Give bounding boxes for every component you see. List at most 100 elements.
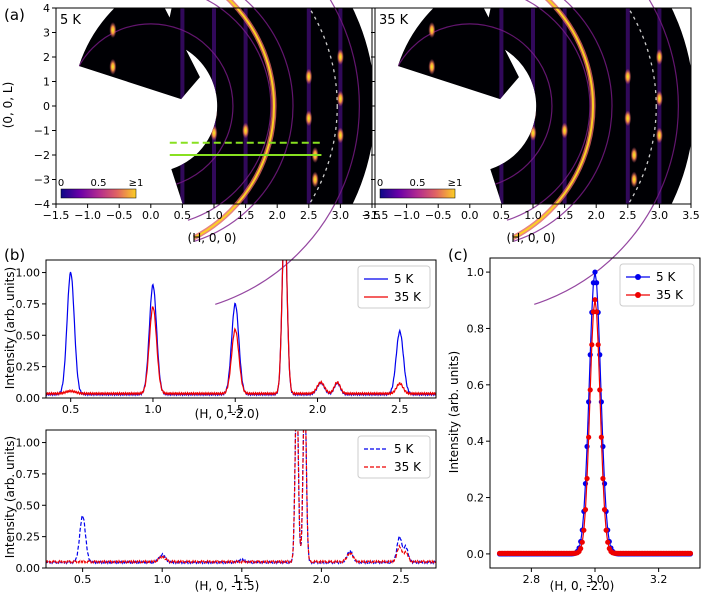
heatmap-xtick-label: 3.0 <box>332 209 350 222</box>
plot-frame <box>45 259 437 399</box>
heatmap-temperature-label: 35 K <box>379 13 409 28</box>
heatmap-peak <box>655 127 663 144</box>
xtick-label: 2.0 <box>313 573 331 586</box>
heatmap-xtick-label: 0.5 <box>493 209 511 222</box>
legend-label: 35 K <box>656 288 684 302</box>
xtick-label: 2.8 <box>523 573 541 586</box>
heatmap-streak <box>180 8 185 204</box>
heatmap-xtick-label: −1.0 <box>74 209 101 222</box>
heatmap-peak <box>210 105 218 122</box>
heatmap-xtick-label: 0.5 <box>174 209 192 222</box>
heatmap-peak <box>630 147 638 163</box>
heatmap-peak <box>242 122 250 139</box>
lineplot-L-1p5-xlabel: (H, 0, -1.5) <box>195 579 260 593</box>
heatmap-peak <box>305 110 313 127</box>
heatmap-peak <box>336 90 344 107</box>
heatmap-5k-xlabel: (H, 0, 0) <box>188 231 237 245</box>
heatmap-streak <box>562 8 567 204</box>
xtick-label: 0.5 <box>62 403 80 416</box>
colorbar-tick-label: 0.5 <box>91 178 107 189</box>
heatmap-streak <box>306 8 311 204</box>
series-marker <box>587 387 593 393</box>
heatmap-xtick-label: 1.0 <box>524 209 542 222</box>
ytick-label: 0.0 <box>467 548 485 561</box>
heatmap-ytick-label: 4 <box>43 2 50 15</box>
series-line-35k <box>499 299 691 554</box>
series-marker <box>592 297 598 303</box>
series-line-5k <box>499 272 691 555</box>
heatmap-streak <box>499 8 504 204</box>
heatmap-xtick-label: 1.5 <box>237 209 255 222</box>
lineplot-L-1p5: 0.5 1.0 1.5 2.0 2.5 0.00 0.25 0.50 0.75 1.00 5 K 35… <box>16 429 437 586</box>
xtick-label: 1.0 <box>153 573 171 586</box>
lineplot-L-1p5-ylabel: Intensity (arb. units) <box>3 436 17 558</box>
heatmap-peak <box>336 127 344 144</box>
heatmap-peak <box>178 137 186 154</box>
heatmap-streak <box>212 8 216 204</box>
heatmap-xtick-label: 3.0 <box>651 209 669 222</box>
series-marker <box>586 434 592 440</box>
heatmap-temperature-label: 5 K <box>60 13 81 28</box>
heatmap-xtick-label: 2.5 <box>619 209 637 222</box>
series-marker <box>584 475 590 482</box>
heatmap-peak <box>84 73 92 90</box>
plot-area <box>46 430 436 565</box>
ytick-label: 0.00 <box>16 392 41 405</box>
series-marker <box>603 527 609 533</box>
xtick-label: 0.5 <box>74 573 92 586</box>
heatmap-xtick-label: 1.0 <box>205 209 223 222</box>
ytick-label: 0.2 <box>467 492 485 505</box>
colorbar <box>379 188 456 199</box>
heatmap-xtick-label: −1.5 <box>362 209 389 222</box>
heatmap-ylabel: (0, 0, L) <box>1 82 15 129</box>
heatmap-ring <box>78 0 338 294</box>
heatmap-peak <box>428 22 436 39</box>
heatmap-peak <box>624 68 632 85</box>
series-marker <box>687 550 694 556</box>
series-marker <box>593 309 600 315</box>
colorbar-tick-label: 0 <box>58 178 64 189</box>
heatmap-ytick-label: −4 <box>34 198 50 211</box>
heatmap-peak <box>311 171 319 188</box>
colorbar-tick-label: 0 <box>377 178 383 189</box>
ytick-label: 0.6 <box>467 379 485 392</box>
heatmap-streak <box>243 8 248 204</box>
heatmap-ytick-label: 0 <box>43 100 50 113</box>
heatmap-ytick-label: 1 <box>43 76 50 89</box>
legend-label: 35 K <box>394 460 422 474</box>
ytick-label: 1.0 <box>467 266 485 279</box>
heatmap-peak <box>305 68 313 85</box>
heatmap-ytick-label: −1 <box>34 125 50 138</box>
plot-area <box>46 260 436 397</box>
heatmap-xtick-label: 1.5 <box>556 209 574 222</box>
legend-label: 5 K <box>394 442 414 456</box>
legend-marker <box>635 292 641 298</box>
heatmap-xtick-label: −1.0 <box>393 209 420 222</box>
panel-label-b: (b) <box>4 246 25 264</box>
xtick-label: 1.5 <box>233 573 251 586</box>
ytick-label: 0.8 <box>467 322 485 335</box>
heatmap-xtick-label: −1.5 <box>43 209 70 222</box>
heatmap-ring <box>397 0 657 294</box>
legend-marker <box>635 274 641 280</box>
heatmap-peak <box>210 124 218 141</box>
heatmap-peak <box>109 22 117 39</box>
series-marker <box>601 507 608 513</box>
lineplot-zoom-ylabel: Intensity (arb. units) <box>447 351 461 473</box>
series-marker <box>578 545 584 552</box>
heatmap-peak <box>655 90 663 107</box>
heatmap-streak <box>625 8 630 204</box>
xtick-label: 3.0 <box>586 573 604 586</box>
plot-frame <box>45 429 437 569</box>
heatmap-ytick-label: 2 <box>43 51 50 64</box>
heatmap-peak <box>497 112 505 129</box>
heatmap-35k-xlabel: (H, 0, 0) <box>507 231 556 245</box>
colorbar-tick-label: ≥1 <box>448 178 463 189</box>
series-marker <box>589 342 595 348</box>
panel-label-c: (c) <box>448 246 468 264</box>
ytick-label: 0.00 <box>16 562 41 575</box>
heatmap-ytick-label: −2 <box>34 149 50 162</box>
heatmap-ytick-label: −3 <box>34 174 50 187</box>
panel-label-a: (a) <box>4 6 25 24</box>
